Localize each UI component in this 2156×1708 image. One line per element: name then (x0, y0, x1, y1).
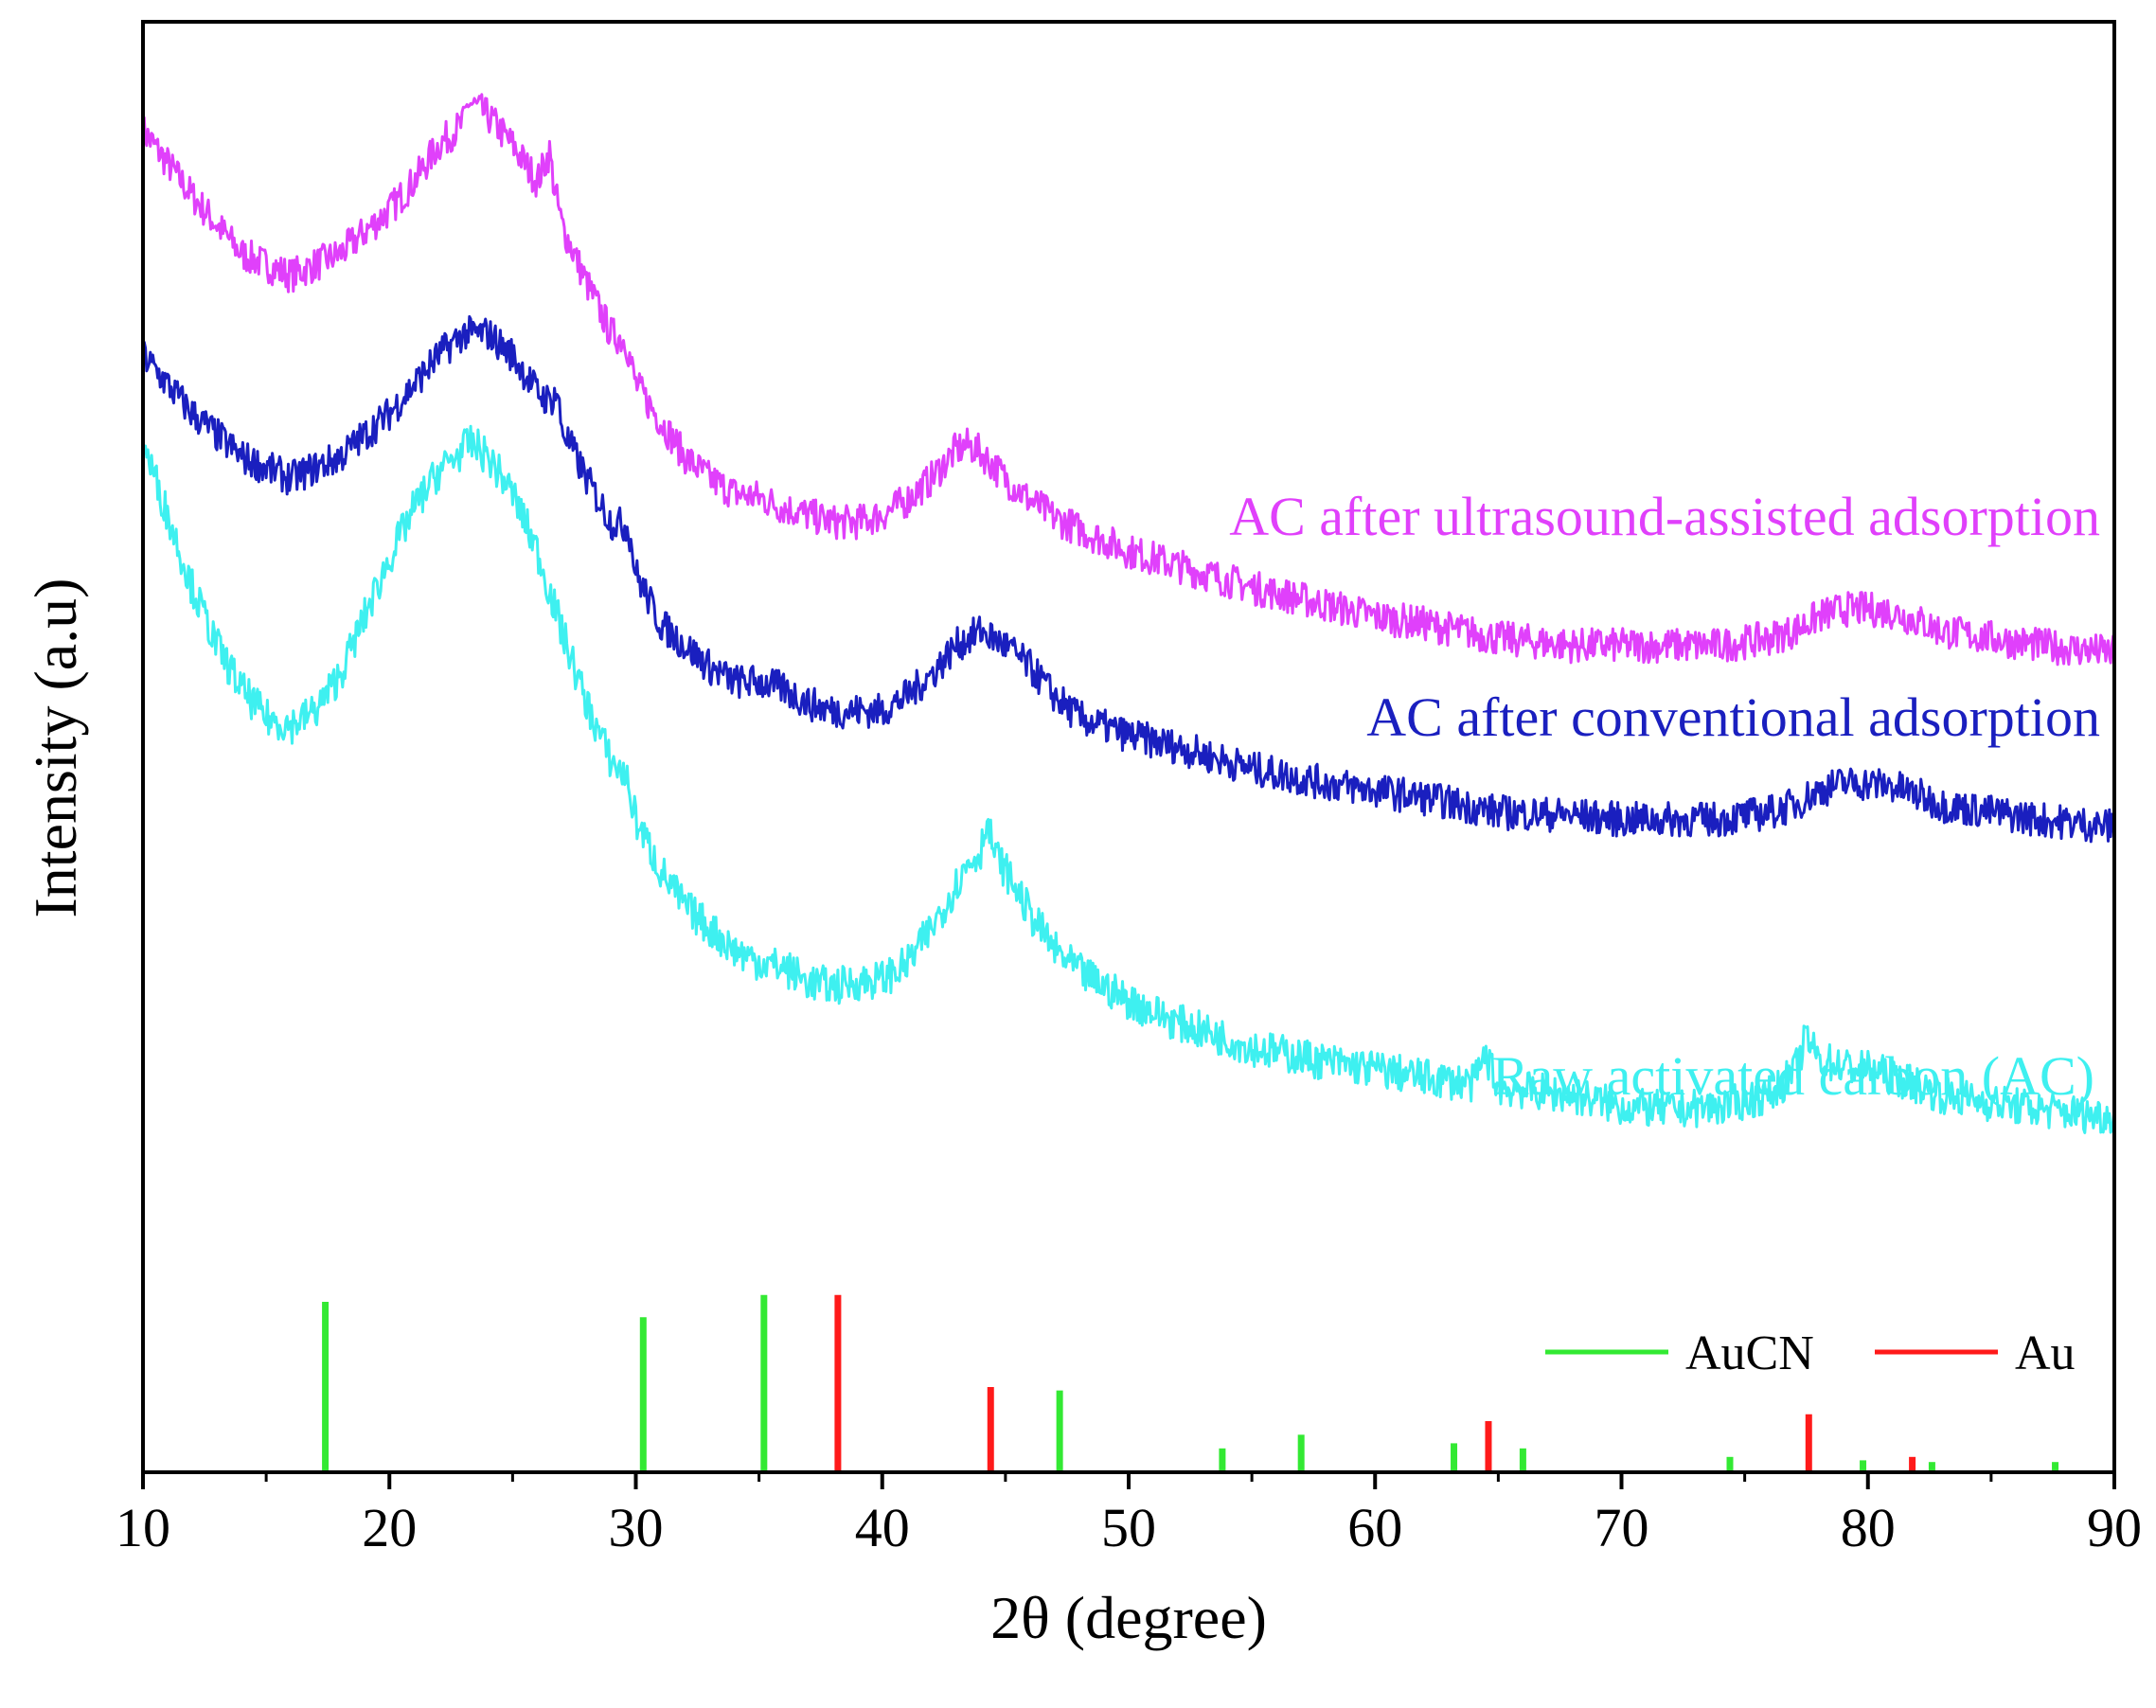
x-axis-ticks: 10 20 30 40 50 60 70 80 90 (116, 1472, 2142, 1558)
legend-label-aucn: AuCN (1685, 1326, 1814, 1380)
label-raw-series: Raw activated carbon (AC) (1492, 1045, 2094, 1107)
legend-label-au: Au (2015, 1326, 2076, 1380)
x-tick-label-90: 90 (2087, 1497, 2142, 1558)
x-tick-label-50: 50 (1101, 1497, 1156, 1558)
y-axis-title: Intensity (a.u) (22, 578, 89, 918)
plot-content (141, 93, 2116, 1134)
reference-bars (322, 1294, 2059, 1472)
series-line-1 (141, 314, 2116, 844)
x-tick-label-60: 60 (1347, 1497, 1402, 1558)
x-tick-label-30: 30 (609, 1497, 664, 1558)
x-tick-label-40: 40 (855, 1497, 910, 1558)
series-line-2 (142, 424, 2116, 1134)
x-tick-label-10: 10 (116, 1497, 170, 1558)
x-tick-label-80: 80 (1841, 1497, 1896, 1558)
x-axis-title: 2θ (degree) (990, 1584, 1267, 1651)
series-line-0 (141, 93, 2116, 667)
legend: AuCN Au (1545, 1326, 2076, 1380)
label-conventional-series: AC after conventional adsorption (1366, 686, 2100, 748)
x-tick-label-70: 70 (1595, 1497, 1649, 1558)
label-ultrasound-series: AC after ultrasound-assisted adsorption (1229, 486, 2100, 547)
x-tick-label-20: 20 (362, 1497, 417, 1558)
